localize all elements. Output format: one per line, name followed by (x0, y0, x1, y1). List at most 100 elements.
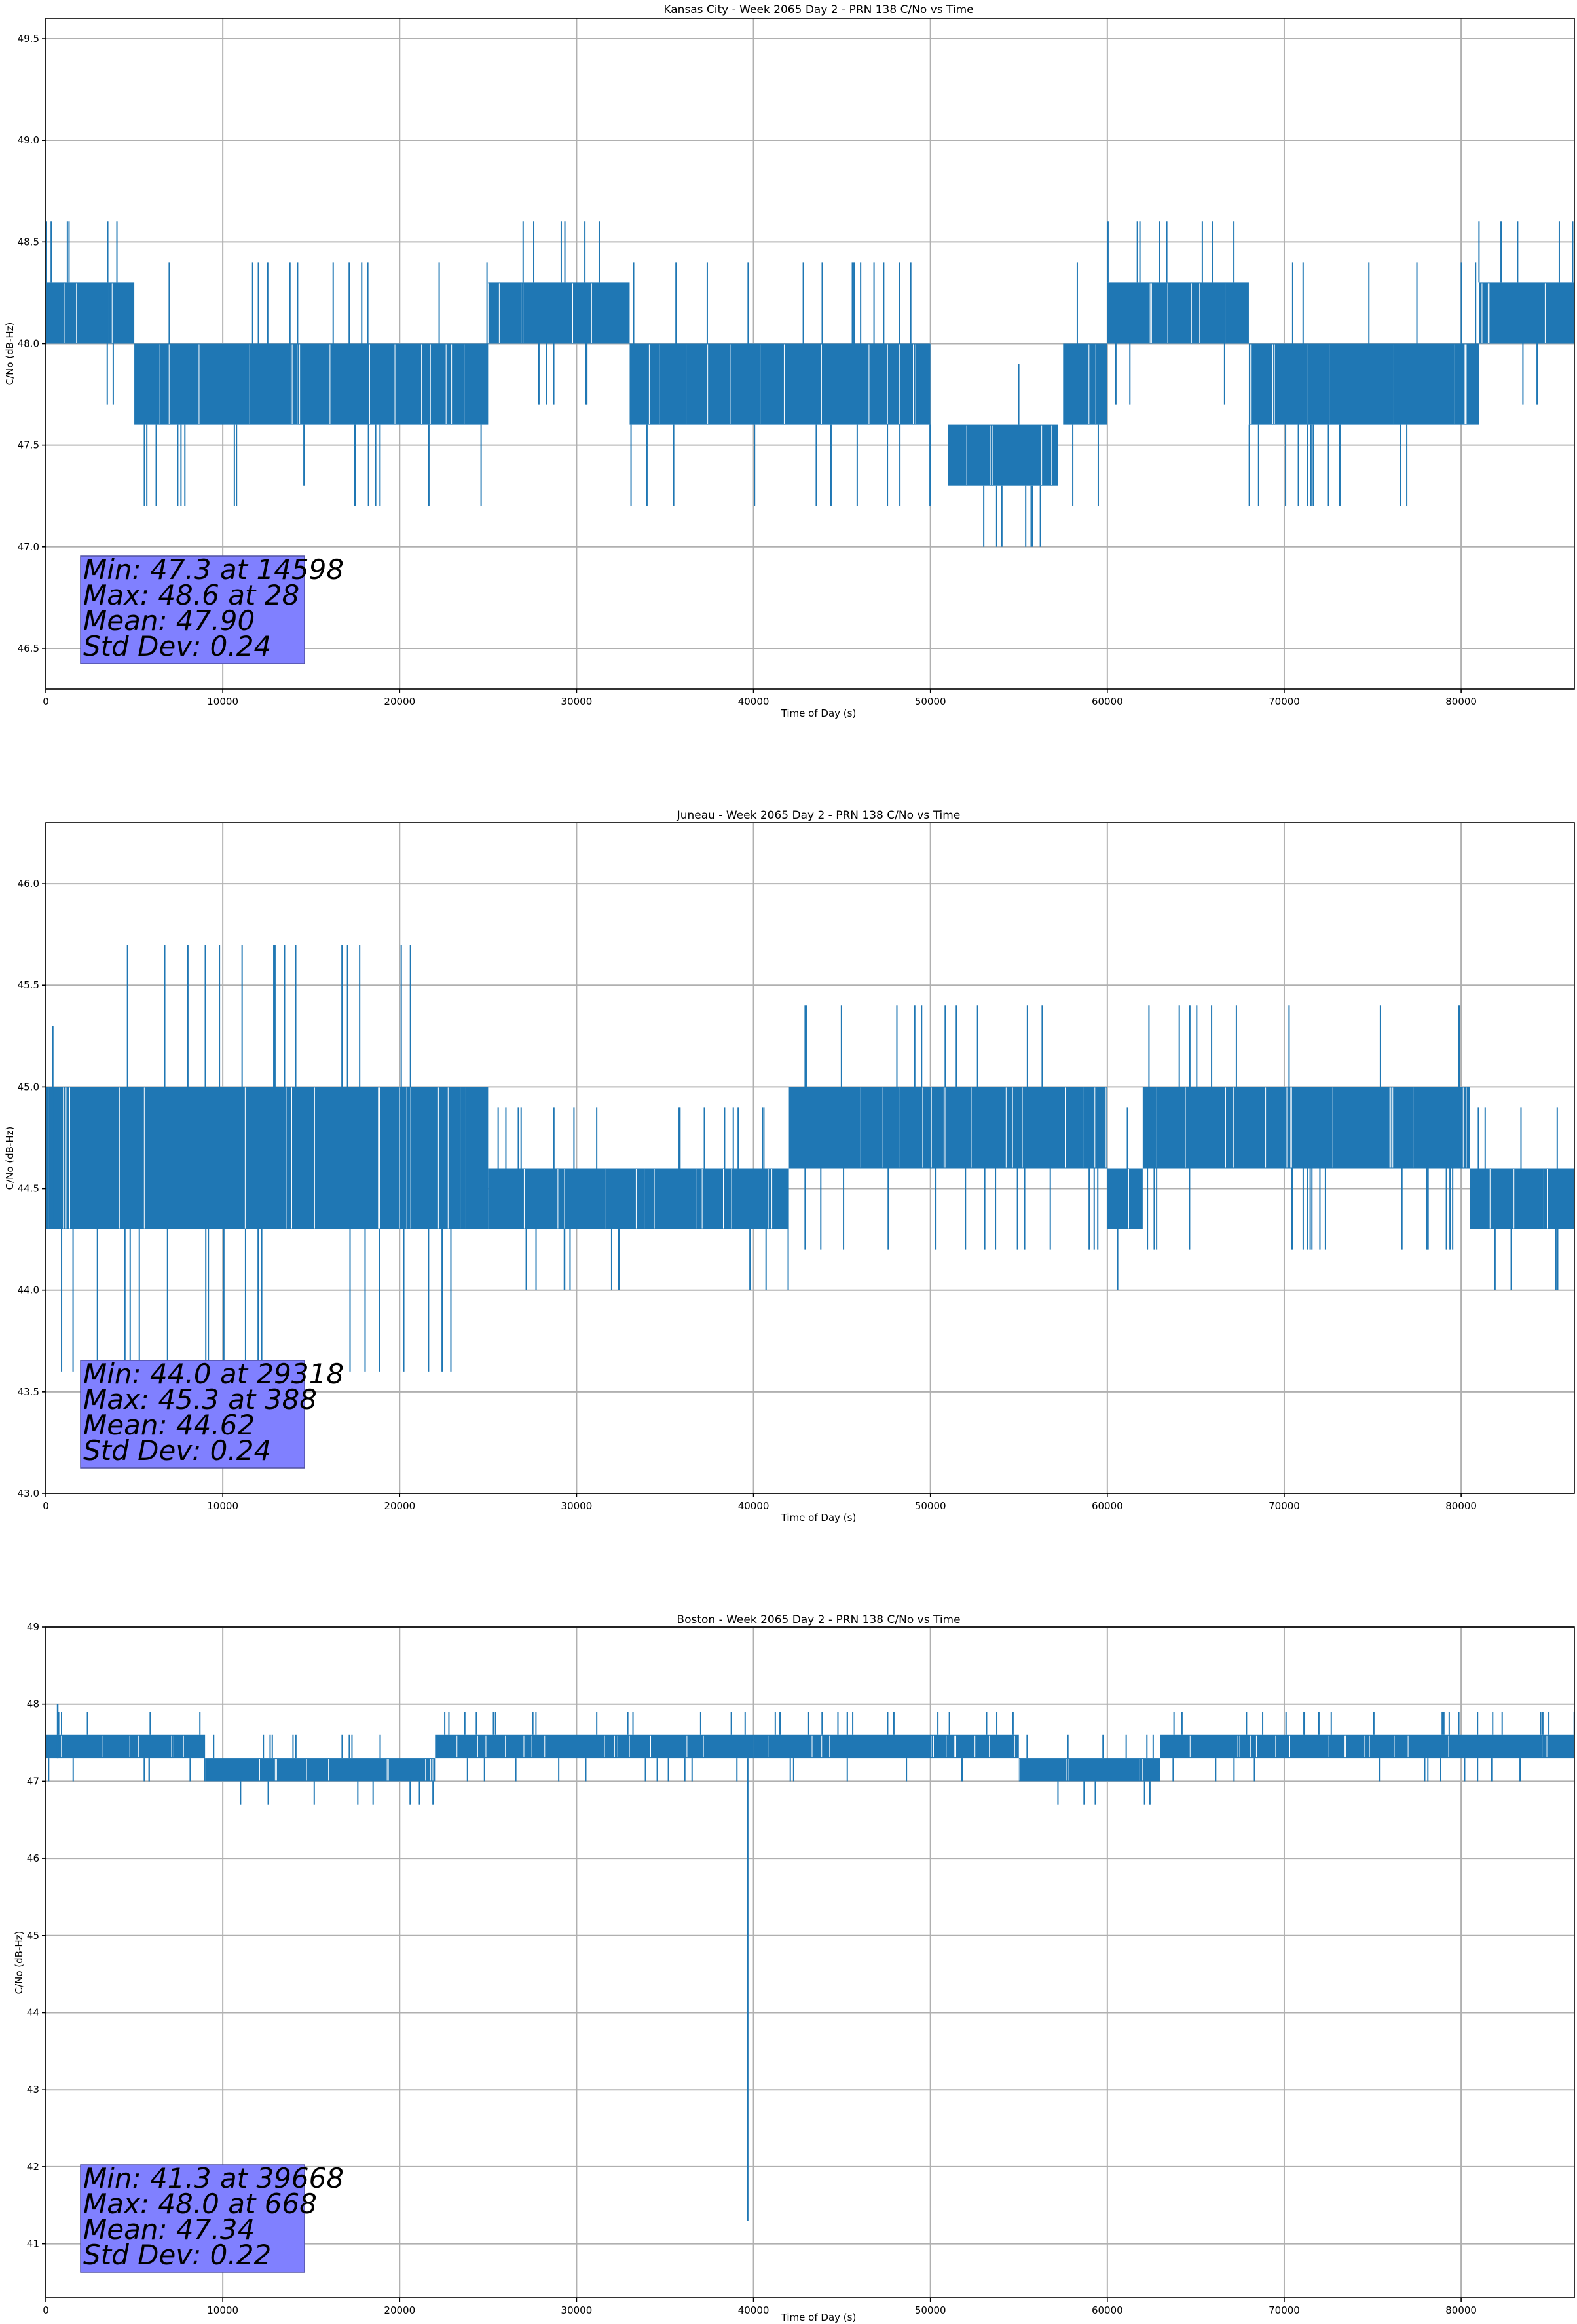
chart-boston: Boston - Week 2065 Day 2 - PRN 138 C/No … (13, 1613, 1575, 2323)
x-tick-label: 80000 (1445, 1500, 1477, 1512)
stats-max: Max: 45.3 at 388 (83, 1383, 317, 1415)
stats-std-dev: Std Dev: 0.24 (83, 630, 271, 662)
y-tick-label: 47 (27, 1775, 39, 1787)
x-tick-label: 70000 (1269, 1500, 1300, 1512)
x-tick-label: 50000 (915, 696, 946, 707)
x-tick-label: 10000 (207, 696, 238, 707)
series-band (1107, 282, 1249, 344)
y-tick-label: 43 (27, 2084, 39, 2095)
y-tick-label: 46 (27, 1852, 39, 1864)
x-tick-label: 20000 (384, 696, 415, 707)
y-tick-label: 49.5 (18, 33, 39, 45)
y-tick-label: 41 (27, 2238, 39, 2250)
series-layer (46, 945, 1574, 1372)
axis-ticks: 0 10000 20000 30000 40000 50000 60000 70000 8000… (27, 1621, 1477, 2316)
y-tick-label: 46.5 (18, 643, 39, 654)
y-tick-label: 45 (27, 1930, 39, 1941)
y-tick-label: 44.0 (18, 1284, 39, 1296)
stats-mean: Mean: 47.90 (83, 605, 255, 637)
x-tick-label: 40000 (738, 696, 770, 707)
series-band (134, 343, 489, 425)
axis-ticks: 0 10000 20000 30000 40000 50000 60000 70000 8000… (18, 878, 1477, 1512)
x-tick-label: 40000 (738, 1500, 770, 1512)
stats-std-dev: Std Dev: 0.24 (83, 1434, 271, 1467)
x-tick-label: 50000 (915, 1500, 946, 1512)
chart-title: Juneau - Week 2065 Day 2 - PRN 138 C/No … (677, 809, 961, 822)
series-band (948, 424, 1058, 486)
x-tick-label: 30000 (561, 1500, 593, 1512)
chart-title: Kansas City - Week 2065 Day 2 - PRN 138 … (663, 3, 973, 16)
x-tick-label: 30000 (561, 696, 593, 707)
x-tick-label: 10000 (207, 2304, 238, 2316)
x-tick-label: 60000 (1092, 1500, 1123, 1512)
series-band (488, 1168, 789, 1229)
chart-title: Boston - Week 2065 Day 2 - PRN 138 C/No … (677, 1613, 960, 1626)
y-tick-label: 48.0 (18, 337, 39, 349)
stats-box (80, 555, 305, 664)
series-band (1107, 1168, 1143, 1229)
series-band (1018, 1758, 1160, 1782)
stats-min: Min: 44.0 at 29318 (83, 1358, 344, 1390)
y-tick-label: 47.5 (18, 440, 39, 451)
x-tick-label: 10000 (207, 1500, 238, 1512)
plot-frame (45, 1626, 1575, 2298)
y-tick-label: 43.0 (18, 1488, 39, 1499)
series-band (1160, 1734, 1574, 1759)
x-axis-title: Time of Day (s) (781, 707, 857, 719)
x-axis-title: Time of Day (s) (781, 2312, 857, 2323)
series-band (1063, 343, 1107, 425)
stats-min: Min: 41.3 at 39668 (83, 2162, 344, 2194)
y-tick-label: 48.5 (18, 236, 39, 248)
stats-box (80, 1360, 305, 1469)
x-tick-label: 80000 (1445, 2304, 1477, 2316)
y-tick-label: 47.0 (18, 541, 39, 553)
y-tick-label: 42 (27, 2161, 39, 2173)
series-band (753, 1734, 1019, 1759)
x-tick-label: 20000 (384, 1500, 415, 1512)
series-band (629, 343, 931, 425)
series-band (488, 282, 630, 344)
axis-ticks: 0 10000 20000 30000 40000 50000 60000 70000 8000… (18, 33, 1477, 707)
x-tick-label: 50000 (915, 2304, 946, 2316)
series-band (46, 282, 135, 344)
y-axis-title: C/No (dB-Hz) (4, 1127, 16, 1190)
stats-max: Max: 48.0 at 668 (83, 2188, 317, 2220)
series-band (788, 1087, 1107, 1169)
series-band (46, 1734, 206, 1759)
stats-box (80, 2164, 305, 2273)
x-tick-label: 70000 (1269, 2304, 1300, 2316)
series-band (1248, 343, 1479, 425)
y-tick-label: 48 (27, 1698, 39, 1710)
x-tick-label: 70000 (1269, 696, 1300, 707)
x-tick-label: 0 (43, 2304, 49, 2316)
y-axis-title: C/No (dB-Hz) (4, 322, 16, 386)
x-tick-label: 20000 (384, 2304, 415, 2316)
series-layer (45, 221, 1574, 547)
y-tick-label: 49.0 (18, 134, 39, 146)
stats-std-dev: Std Dev: 0.22 (83, 2239, 271, 2271)
series-band (435, 1734, 754, 1759)
plot-frame (45, 822, 1575, 1494)
x-tick-label: 60000 (1092, 696, 1123, 707)
x-tick-label: 40000 (738, 2304, 770, 2316)
series-band (1479, 282, 1574, 344)
stats-mean: Mean: 47.34 (83, 2213, 255, 2245)
y-axis-title: C/No (dB-Hz) (13, 1931, 25, 1995)
x-axis-title: Time of Day (s) (781, 1512, 857, 1524)
y-tick-label: 43.5 (18, 1386, 39, 1398)
y-tick-label: 44.5 (18, 1183, 39, 1195)
plot-frame (45, 18, 1575, 690)
stats-mean: Mean: 44.62 (83, 1409, 255, 1441)
series-layer (46, 1704, 1575, 2221)
y-tick-label: 45.5 (18, 979, 39, 991)
chart-kansas-city: Kansas City - Week 2065 Day 2 - PRN 138 … (4, 3, 1575, 719)
y-tick-label: 49 (27, 1621, 39, 1633)
x-tick-label: 0 (43, 1500, 49, 1512)
stats-max: Max: 48.6 at 28 (83, 579, 299, 611)
y-tick-label: 46.0 (18, 878, 39, 890)
series-band (1142, 1087, 1470, 1169)
series-band (1470, 1168, 1574, 1229)
x-tick-label: 30000 (561, 2304, 593, 2316)
stats-min: Min: 47.3 at 14598 (83, 553, 344, 586)
